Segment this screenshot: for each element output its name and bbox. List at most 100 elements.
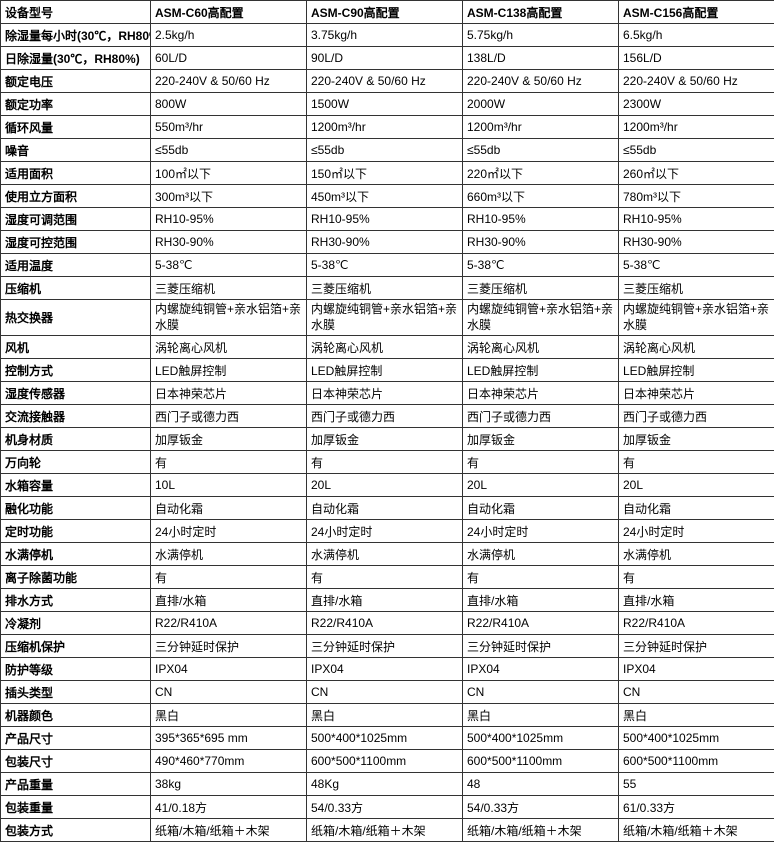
row-label-cell: 万向轮 [1, 451, 151, 474]
data-cell: RH30-90% [463, 231, 619, 254]
data-cell: 有 [463, 566, 619, 589]
data-cell: IPX04 [463, 658, 619, 681]
table-row: 湿度可调范围RH10-95%RH10-95%RH10-95%RH10-95% [1, 208, 774, 231]
data-cell: 20L [619, 474, 774, 497]
data-cell: 500*400*1025mm [463, 727, 619, 750]
data-cell: RH30-90% [307, 231, 463, 254]
data-cell: RH10-95% [307, 208, 463, 231]
table-row: 包装方式纸箱/木箱/纸箱＋木架纸箱/木箱/纸箱＋木架纸箱/木箱/纸箱＋木架纸箱/… [1, 819, 774, 842]
data-cell: CN [151, 681, 307, 704]
table-row: 融化功能自动化霜自动化霜自动化霜自动化霜 [1, 497, 774, 520]
data-cell: 780m³以下 [619, 185, 774, 208]
table-row: 额定功率800W1500W2000W2300W [1, 93, 774, 116]
data-cell: 水满停机 [307, 543, 463, 566]
table-row: 排水方式直排/水箱直排/水箱直排/水箱直排/水箱 [1, 589, 774, 612]
data-cell: CN [307, 681, 463, 704]
table-row: 额定电压220-240V & 50/60 Hz220-240V & 50/60 … [1, 70, 774, 93]
data-cell: 三分钟延时保护 [151, 635, 307, 658]
data-cell: 5-38℃ [619, 254, 774, 277]
data-cell: 61/0.33方 [619, 796, 774, 819]
data-cell: 100㎡以下 [151, 162, 307, 185]
data-cell: 水满停机 [619, 543, 774, 566]
data-cell: R22/R410A [307, 612, 463, 635]
data-cell: RH10-95% [151, 208, 307, 231]
data-cell: IPX04 [307, 658, 463, 681]
data-cell: 内螺旋纯铜管+亲水铝箔+亲水膜 [151, 300, 307, 336]
header-col-1: ASM-C90高配置 [307, 1, 463, 24]
data-cell: 纸箱/木箱/纸箱＋木架 [307, 819, 463, 842]
data-cell: 日本神荣芯片 [307, 382, 463, 405]
data-cell: 三菱压缩机 [151, 277, 307, 300]
data-cell: 加厚钣金 [463, 428, 619, 451]
data-cell: 加厚钣金 [307, 428, 463, 451]
table-row: 使用立方面积300m³以下450m³以下660m³以下780m³以下 [1, 185, 774, 208]
data-cell: 490*460*770mm [151, 750, 307, 773]
row-label-cell: 额定电压 [1, 70, 151, 93]
row-label-cell: 热交换器 [1, 300, 151, 336]
data-cell: 水满停机 [151, 543, 307, 566]
row-label-cell: 控制方式 [1, 359, 151, 382]
data-cell: 60L/D [151, 47, 307, 70]
table-row: 压缩机保护三分钟延时保护三分钟延时保护三分钟延时保护三分钟延时保护 [1, 635, 774, 658]
data-cell: IPX04 [151, 658, 307, 681]
data-cell: RH10-95% [619, 208, 774, 231]
data-cell: 220-240V & 50/60 Hz [463, 70, 619, 93]
header-col-3: ASM-C156高配置 [619, 1, 774, 24]
data-cell: 10L [151, 474, 307, 497]
data-cell: 三分钟延时保护 [619, 635, 774, 658]
table-row: 插头类型CNCNCNCN [1, 681, 774, 704]
data-cell: 54/0.33方 [307, 796, 463, 819]
data-cell: 5-38℃ [463, 254, 619, 277]
data-cell: 5-38℃ [151, 254, 307, 277]
data-cell: 三菱压缩机 [619, 277, 774, 300]
data-cell: 2000W [463, 93, 619, 116]
data-cell: R22/R410A [151, 612, 307, 635]
table-row: 噪音≤55db≤55db≤55db≤55db [1, 139, 774, 162]
row-label-cell: 适用温度 [1, 254, 151, 277]
data-cell: 有 [307, 451, 463, 474]
data-cell: 150㎡以下 [307, 162, 463, 185]
row-label-cell: 除湿量每小时(30℃，RH80%) [1, 24, 151, 47]
data-cell: 220-240V & 50/60 Hz [307, 70, 463, 93]
data-cell: 纸箱/木箱/纸箱＋木架 [151, 819, 307, 842]
data-cell: ≤55db [151, 139, 307, 162]
data-cell: 138L/D [463, 47, 619, 70]
data-cell: 有 [619, 566, 774, 589]
header-label-cell: 设备型号 [1, 1, 151, 24]
row-label-cell: 定时功能 [1, 520, 151, 543]
data-cell: 直排/水箱 [463, 589, 619, 612]
row-label-cell: 日除湿量(30℃，RH80%) [1, 47, 151, 70]
data-cell: LED触屏控制 [619, 359, 774, 382]
table-row: 万向轮有有有有 [1, 451, 774, 474]
data-cell: 3.75kg/h [307, 24, 463, 47]
data-cell: 黑白 [151, 704, 307, 727]
data-cell: IPX04 [619, 658, 774, 681]
data-cell: 6.5kg/h [619, 24, 774, 47]
table-row: 控制方式LED触屏控制LED触屏控制LED触屏控制LED触屏控制 [1, 359, 774, 382]
row-label-cell: 包装尺寸 [1, 750, 151, 773]
data-cell: 800W [151, 93, 307, 116]
data-cell: LED触屏控制 [463, 359, 619, 382]
data-cell: 自动化霜 [463, 497, 619, 520]
data-cell: 涡轮离心风机 [619, 336, 774, 359]
data-cell: 220-240V & 50/60 Hz [619, 70, 774, 93]
row-label-cell: 湿度可调范围 [1, 208, 151, 231]
data-cell: 24小时定时 [619, 520, 774, 543]
data-cell: 48 [463, 773, 619, 796]
table-row: 循环风量550m³/hr1200m³/hr1200m³/hr1200m³/hr [1, 116, 774, 139]
data-cell: 西门子或德力西 [463, 405, 619, 428]
data-cell: 涡轮离心风机 [151, 336, 307, 359]
data-cell: 西门子或德力西 [151, 405, 307, 428]
table-row: 热交换器内螺旋纯铜管+亲水铝箔+亲水膜内螺旋纯铜管+亲水铝箔+亲水膜内螺旋纯铜管… [1, 300, 774, 336]
data-cell: 2300W [619, 93, 774, 116]
data-cell: 日本神荣芯片 [619, 382, 774, 405]
data-cell: 直排/水箱 [151, 589, 307, 612]
data-cell: 55 [619, 773, 774, 796]
table-row: 日除湿量(30℃，RH80%)60L/D90L/D138L/D156L/D [1, 47, 774, 70]
row-label-cell: 产品重量 [1, 773, 151, 796]
row-label-cell: 湿度传感器 [1, 382, 151, 405]
table-row: 风机涡轮离心风机涡轮离心风机涡轮离心风机涡轮离心风机 [1, 336, 774, 359]
data-cell: 1200m³/hr [463, 116, 619, 139]
data-cell: 三菱压缩机 [463, 277, 619, 300]
data-cell: 90L/D [307, 47, 463, 70]
